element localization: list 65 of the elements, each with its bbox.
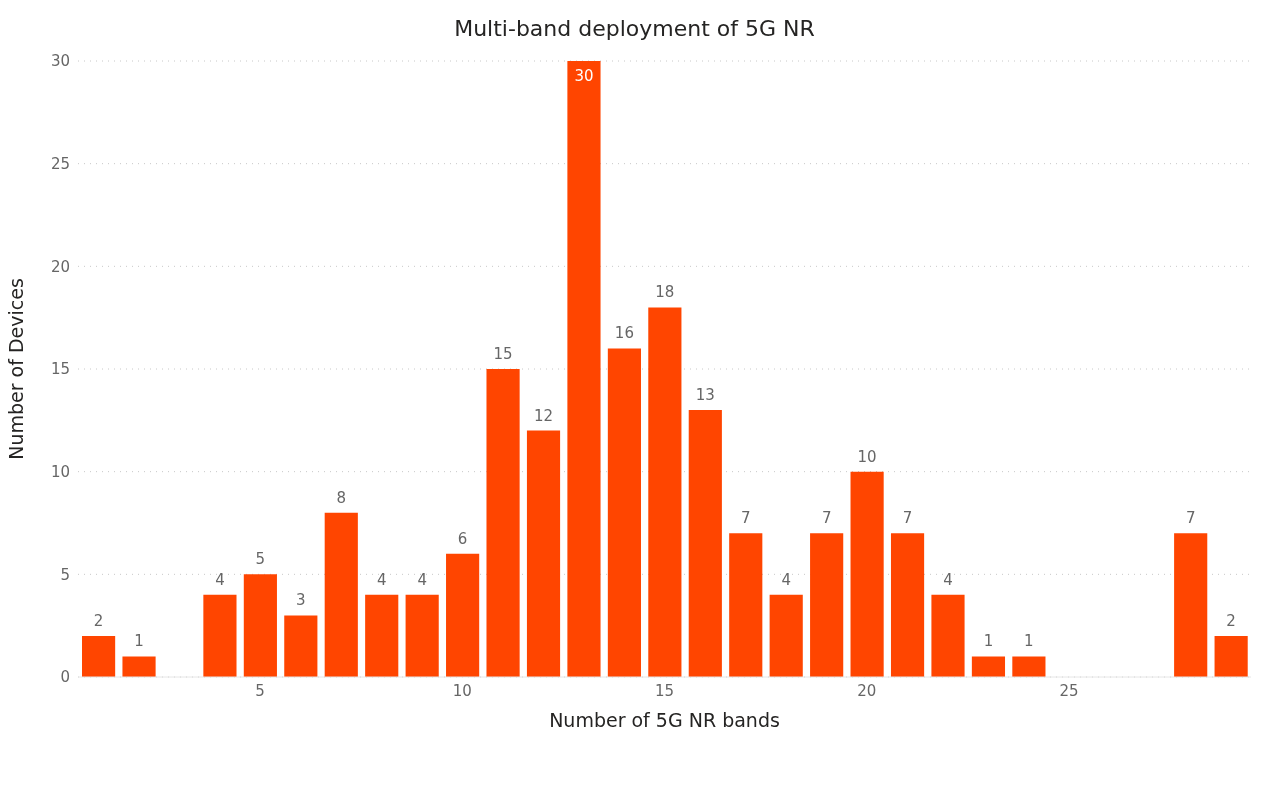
x-tick-label: 20 — [857, 681, 877, 700]
y-tick-label: 10 — [50, 462, 70, 481]
y-tick-label: 5 — [60, 565, 70, 584]
bar — [567, 61, 601, 677]
data-label: 2 — [93, 611, 104, 630]
bar — [890, 533, 925, 677]
data-label: 7 — [902, 509, 913, 528]
data-label: 2 — [1226, 611, 1236, 630]
data-label: 7 — [1185, 509, 1196, 528]
bar — [82, 635, 116, 677]
data-label: 18 — [655, 283, 675, 302]
data-label: 4 — [417, 570, 427, 589]
x-tick-label: 15 — [654, 681, 675, 700]
y-axis-title: Number of Devices — [4, 278, 27, 460]
data-label: 4 — [781, 570, 791, 589]
bar — [446, 553, 480, 677]
y-tick-label: 25 — [50, 154, 70, 173]
data-label: 1 — [983, 632, 994, 651]
bar — [243, 574, 277, 677]
bar — [405, 594, 439, 677]
y-tick-label: 30 — [50, 52, 70, 71]
data-label: 5 — [255, 550, 266, 569]
bar — [324, 512, 358, 677]
bar — [769, 594, 803, 677]
bar — [688, 410, 722, 677]
data-label: 7 — [821, 509, 832, 528]
y-tick-label: 20 — [50, 257, 70, 276]
bar — [850, 471, 884, 677]
x-tick-label: 25 — [1059, 681, 1079, 700]
x-axis-title: Number of 5G NR bands — [549, 709, 780, 731]
data-label: 3 — [296, 591, 306, 610]
data-label: 1 — [134, 632, 144, 651]
bar — [1012, 656, 1046, 677]
bar — [607, 348, 641, 677]
bar — [526, 430, 561, 677]
data-label: 8 — [336, 488, 347, 507]
data-label: 30 — [574, 67, 594, 85]
bar — [122, 656, 156, 677]
x-tick-label: 5 — [255, 681, 265, 700]
data-label: 6 — [457, 529, 468, 548]
bar — [365, 594, 399, 677]
bar — [1174, 533, 1208, 677]
data-label: 4 — [215, 570, 225, 589]
data-label: 7 — [740, 509, 751, 528]
data-label: 10 — [857, 447, 877, 466]
bar — [971, 656, 1006, 677]
x-tick-label: 10 — [452, 681, 472, 700]
data-label: 4 — [943, 570, 953, 589]
bar — [810, 533, 844, 677]
data-label: 13 — [695, 386, 715, 405]
bar — [1214, 635, 1248, 677]
bar — [648, 307, 682, 677]
bar — [729, 533, 763, 677]
bar — [203, 594, 237, 677]
y-tick-label: 0 — [60, 668, 70, 687]
bar — [284, 615, 318, 677]
bar — [931, 594, 965, 677]
data-label: 4 — [376, 570, 387, 589]
chart-title: Multi-band deployment of 5G NR — [453, 16, 816, 41]
data-label: 16 — [614, 324, 634, 343]
data-label: 12 — [533, 406, 554, 425]
bar — [486, 369, 520, 677]
data-label: 15 — [493, 345, 513, 363]
data-label: 1 — [1024, 632, 1034, 651]
y-tick-label: 15 — [50, 360, 70, 379]
